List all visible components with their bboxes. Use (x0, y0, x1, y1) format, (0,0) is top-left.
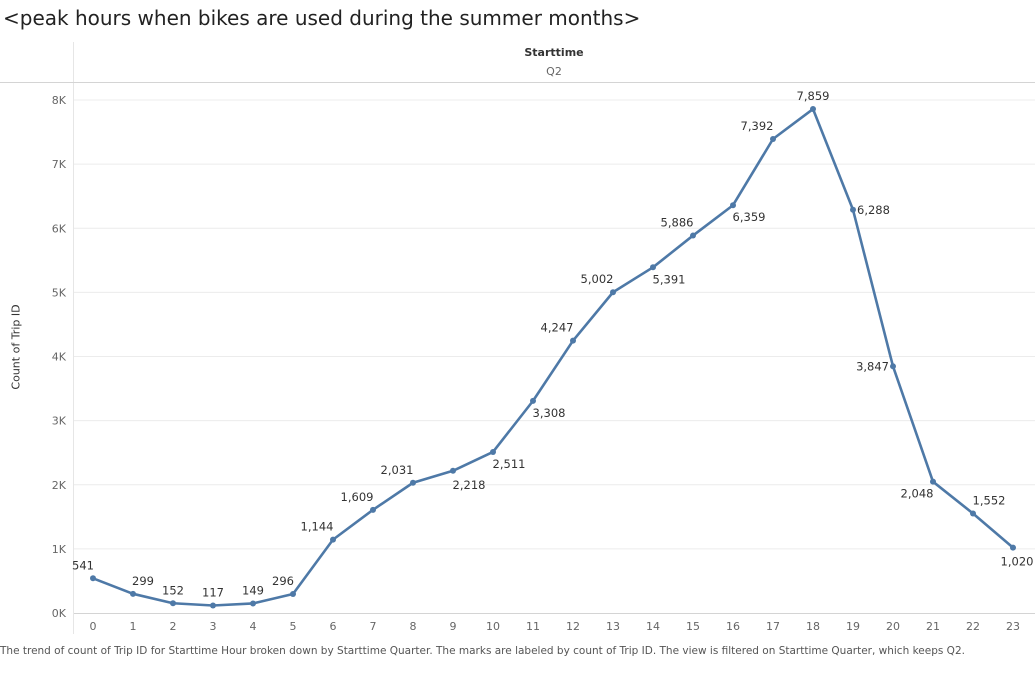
x-tick-label: 21 (926, 620, 940, 633)
chart-title: <peak hours when bikes are used during t… (3, 6, 641, 30)
data-point (210, 602, 216, 609)
column-header-field: Starttime (524, 46, 584, 59)
data-label: 299 (132, 574, 154, 588)
x-tick-label: 0 (90, 620, 97, 633)
header-rule (0, 82, 73, 83)
x-tick-label: 4 (250, 620, 257, 633)
data-point (450, 467, 456, 474)
data-point (730, 202, 736, 209)
x-tick-label: 11 (526, 620, 540, 633)
data-point (250, 600, 256, 607)
chart-caption: The trend of count of Trip ID for Startt… (0, 645, 965, 657)
x-tick-label: 20 (886, 620, 900, 633)
data-label: 5,886 (661, 216, 694, 230)
y-tick-label: 2K (52, 479, 67, 492)
data-point (890, 363, 896, 370)
data-label: 149 (242, 583, 264, 597)
data-point (930, 478, 936, 485)
y-tick-label: 7K (52, 158, 67, 171)
data-label: 3,847 (856, 359, 889, 373)
data-point (330, 536, 336, 543)
y-tick-label: 6K (52, 222, 67, 235)
data-point (290, 591, 296, 598)
data-label: 152 (162, 583, 184, 597)
data-point (410, 479, 416, 486)
x-tick-label: 7 (370, 620, 377, 633)
data-label: 2,048 (901, 487, 934, 501)
data-label: 4,247 (541, 321, 574, 335)
x-tick-label: 2 (170, 620, 177, 633)
data-label: 2,511 (493, 457, 526, 471)
y-tick-label: 3K (52, 415, 67, 428)
x-tick-label: 10 (486, 620, 500, 633)
data-point (610, 289, 616, 296)
data-point (130, 590, 136, 597)
x-tick-label: 19 (846, 620, 860, 633)
x-tick-label: 17 (766, 620, 780, 633)
x-tick-label: 18 (806, 620, 820, 633)
data-label: 7,859 (797, 89, 830, 103)
column-header: Starttime Q2 (73, 42, 1035, 83)
x-tick-label: 14 (646, 620, 660, 633)
x-tick-label: 22 (966, 620, 980, 633)
data-point (810, 106, 816, 113)
y-tick-label: 1K (52, 543, 67, 556)
x-tick-label: 13 (606, 620, 620, 633)
data-label: 6,359 (733, 210, 766, 224)
data-label: 2,218 (453, 478, 486, 492)
data-label: 6,288 (857, 203, 890, 217)
x-tick-label: 15 (686, 620, 700, 633)
pane-divider (73, 42, 74, 634)
y-tick-label: 4K (52, 351, 67, 364)
data-point (170, 600, 176, 607)
x-tick-label: 12 (566, 620, 580, 633)
data-point (690, 232, 696, 239)
x-tick-label: 9 (450, 620, 457, 633)
y-tick-label: 8K (52, 94, 67, 107)
data-point (90, 575, 96, 582)
data-point (650, 264, 656, 271)
x-tick-label: 23 (1006, 620, 1020, 633)
column-header-value[interactable]: Q2 (546, 65, 562, 78)
data-point (570, 337, 576, 344)
y-tick-label: 5K (52, 286, 67, 299)
data-point (370, 506, 376, 513)
x-tick-label: 3 (210, 620, 217, 633)
data-label: 1,609 (341, 490, 374, 504)
data-point (970, 510, 976, 517)
data-point (530, 397, 536, 404)
data-label: 2,031 (381, 463, 414, 477)
x-tick-label: 6 (330, 620, 337, 633)
data-label: 5,002 (581, 272, 614, 286)
data-label: 296 (272, 574, 294, 588)
data-label: 7,392 (741, 119, 774, 133)
y-tick-label: 0K (52, 607, 67, 620)
data-label: 1,144 (301, 520, 334, 534)
data-point (850, 206, 856, 213)
x-tick-label: 5 (290, 620, 297, 633)
x-tick-label: 8 (410, 620, 417, 633)
data-label: 1,552 (973, 493, 1006, 507)
data-label: 541 (72, 558, 94, 572)
data-point (1010, 544, 1016, 551)
data-label: 117 (202, 585, 224, 599)
x-tick-label: 16 (726, 620, 740, 633)
data-label: 1,020 (1001, 555, 1034, 569)
data-label: 5,391 (653, 272, 686, 286)
data-point (490, 448, 496, 455)
x-tick-label: 1 (130, 620, 137, 633)
series-line (91, 107, 1015, 607)
data-point (770, 135, 776, 142)
data-label: 3,308 (533, 406, 566, 420)
